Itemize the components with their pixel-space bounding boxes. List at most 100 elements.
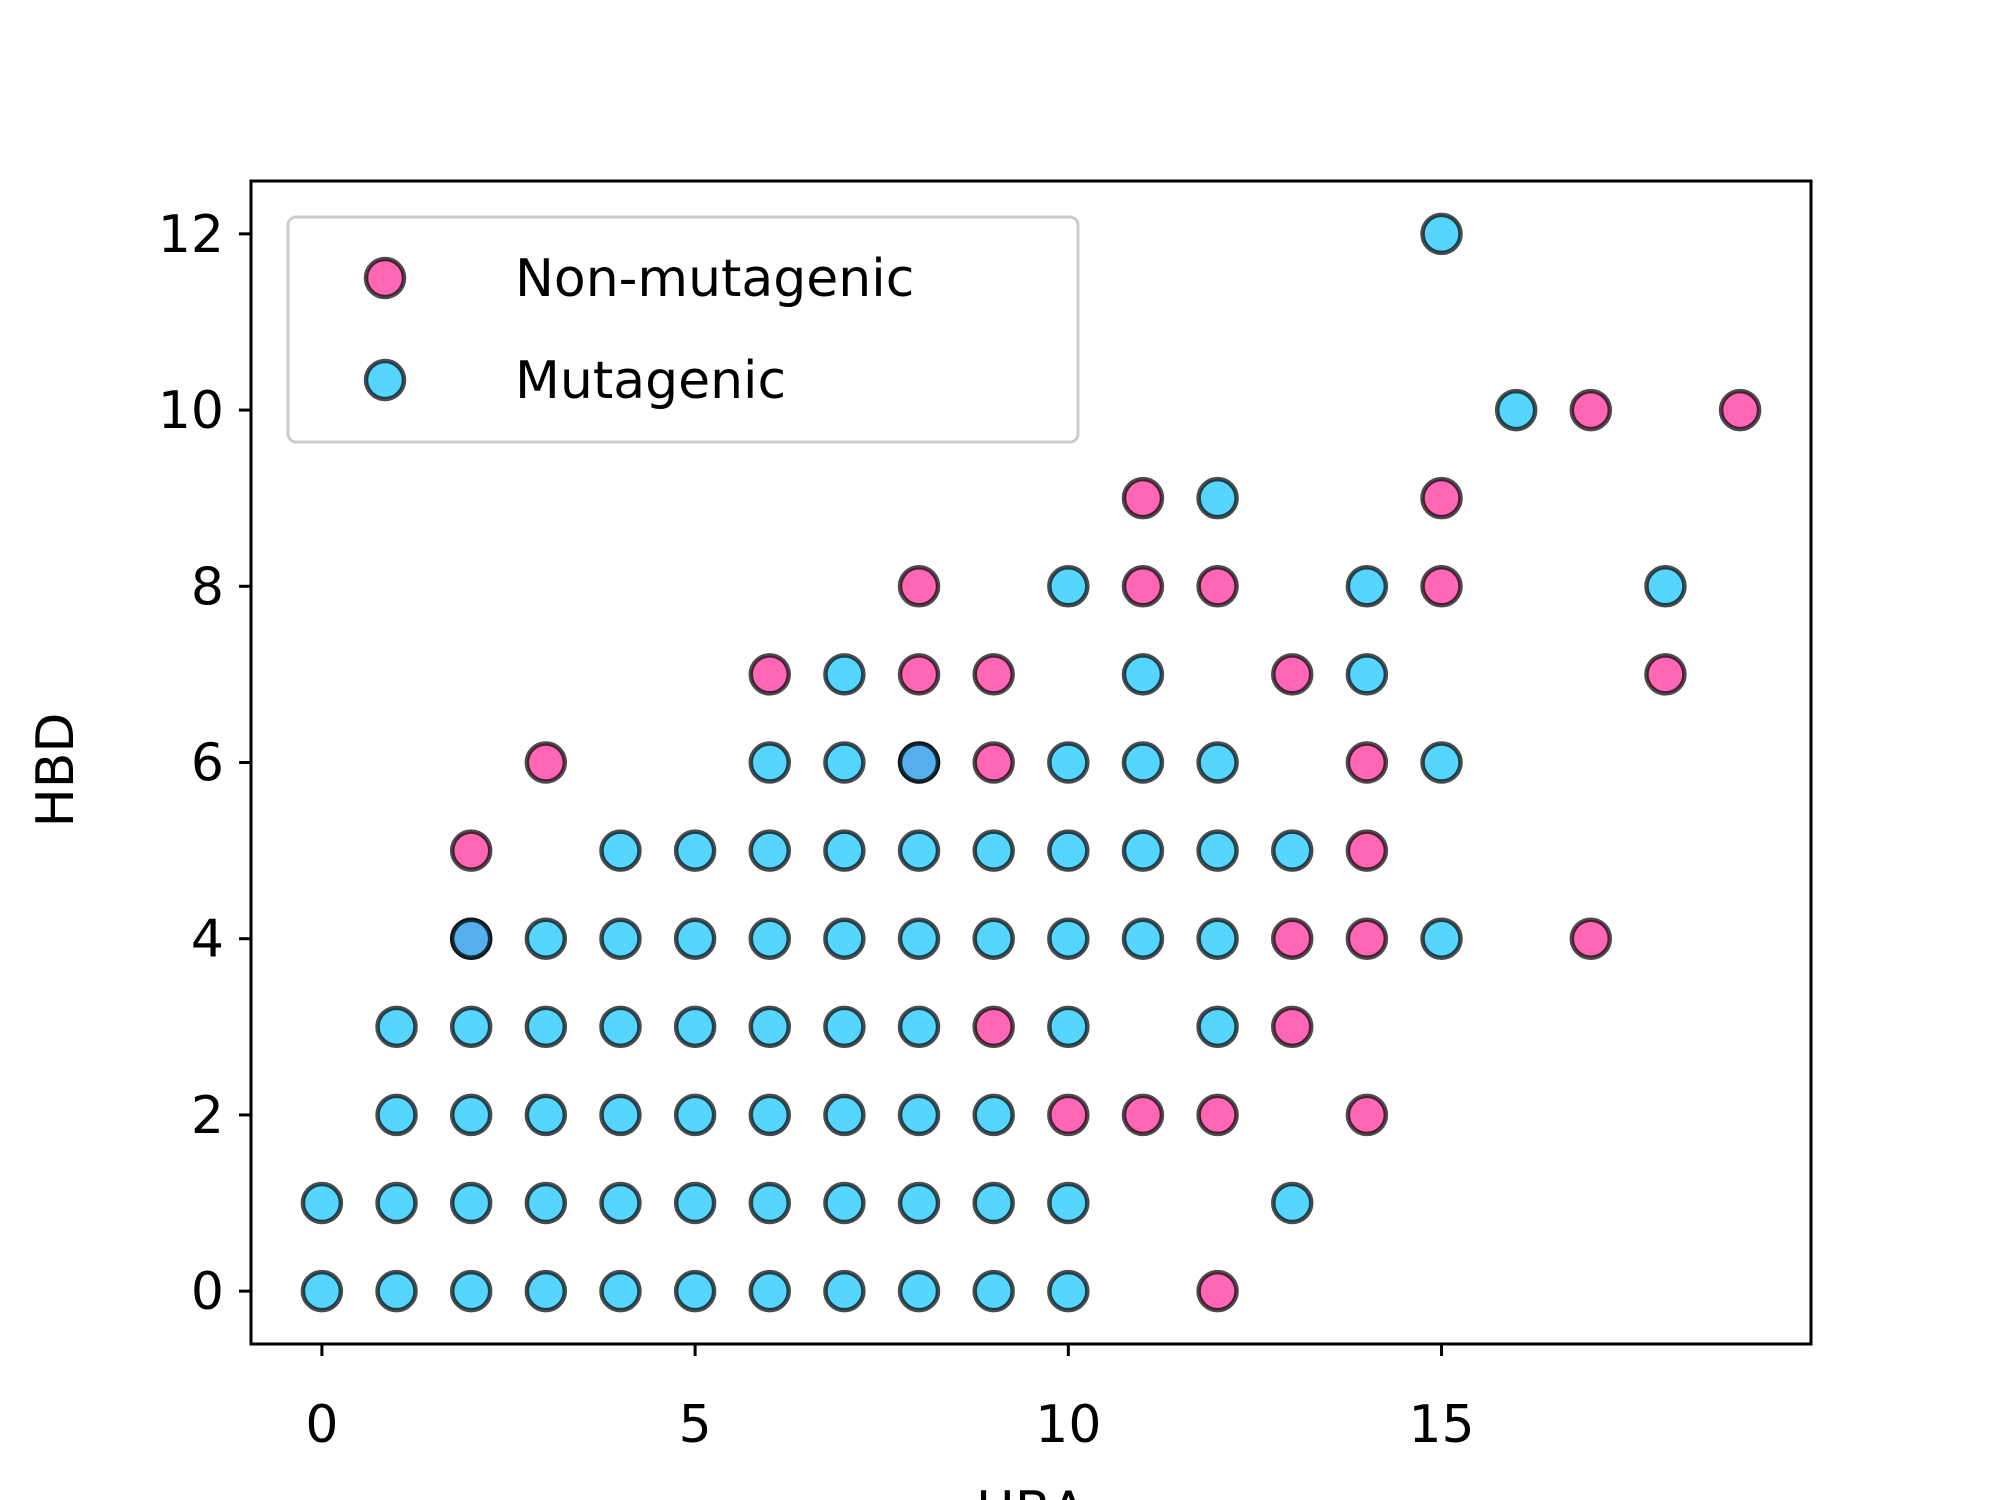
- point-mutagenic-8: [449, 1093, 493, 1137]
- point-mutagenic-44: [897, 1181, 941, 1225]
- point-mutagenic-58: [1047, 917, 1090, 960]
- point-non-mutagenic-1: [449, 829, 493, 872]
- point-mutagenic-68: [1196, 829, 1239, 872]
- point-mutagenic-30: [748, 1093, 792, 1137]
- point-non-mutagenic-3: [748, 653, 792, 696]
- point-mutagenic-25: [673, 1005, 717, 1049]
- point-mutagenic-36: [823, 1181, 866, 1225]
- y-tick-label: 4: [191, 910, 224, 970]
- point-non-mutagenic-27: [1569, 917, 1613, 960]
- point-non-mutagenic-13: [1121, 1093, 1165, 1137]
- point-mutagenic-62: [1121, 917, 1165, 960]
- point-mutagenic-19: [599, 1005, 642, 1049]
- point-mutagenic-76: [1420, 741, 1463, 784]
- point-non-mutagenic-29: [1718, 388, 1762, 432]
- point-mutagenic-0: [300, 1269, 344, 1313]
- point-mutagenic-18: [599, 1093, 642, 1137]
- point-mutagenic-73: [1345, 653, 1389, 696]
- y-axis-ticks: 0 2 4 6 8 10 12: [158, 205, 251, 1322]
- point-mutagenic-50: [972, 1269, 1015, 1313]
- point-mutagenic-63: [1121, 829, 1165, 872]
- point-mutagenic-42: [823, 653, 866, 696]
- x-tick-label: 5: [679, 1395, 712, 1455]
- point-mutagenic-37: [823, 1093, 866, 1137]
- point-mutagenic-77: [1420, 212, 1463, 256]
- point-non-mutagenic-26: [1569, 388, 1613, 432]
- point-mutagenic-40: [823, 829, 866, 872]
- y-tick-label: 8: [191, 557, 224, 617]
- point-mutagenic-3: [375, 1181, 418, 1225]
- point-mutagenic-55: [1047, 1269, 1090, 1313]
- point-mutagenic-7: [449, 1181, 493, 1225]
- point-mutagenic-13: [524, 1093, 568, 1137]
- x-tick-label: 15: [1408, 1395, 1474, 1455]
- point-non-mutagenic-8: [972, 741, 1015, 784]
- x-tick-label: 10: [1035, 1395, 1101, 1455]
- point-mutagenic-75: [1420, 917, 1463, 960]
- point-mutagenic-17: [599, 1181, 642, 1225]
- point-mutagenic-24: [673, 1093, 717, 1137]
- y-axis-label: HBD: [26, 713, 86, 828]
- point-mutagenic-46: [897, 1005, 941, 1049]
- point-mutagenic-78: [1494, 388, 1538, 432]
- point-mutagenic-51: [972, 1181, 1015, 1225]
- point-mutagenic-45: [897, 1093, 941, 1137]
- x-tick-label: 0: [305, 1395, 338, 1455]
- point-non-mutagenic-28: [1644, 653, 1687, 696]
- point-non-mutagenic-4: [897, 653, 941, 696]
- point-mutagenic-41: [823, 741, 866, 784]
- point-non-mutagenic-12: [1121, 565, 1165, 608]
- point-mutagenic-29: [748, 1181, 792, 1225]
- point-mutagenic-69: [1196, 741, 1239, 784]
- point-mutagenic-14: [524, 1005, 568, 1049]
- point-mutagenic-23: [673, 1181, 717, 1225]
- point-mutagenic-67: [1196, 917, 1239, 960]
- point-non-mutagenic-16: [1196, 1269, 1239, 1313]
- point-non-mutagenic-21: [1345, 829, 1389, 872]
- point-mutagenic-43: [897, 1269, 941, 1313]
- point-non-mutagenic-15: [1196, 1093, 1239, 1137]
- x-axis-label: HBA: [976, 1481, 1087, 1500]
- point-mutagenic-22: [673, 1269, 717, 1313]
- point-mutagenic-56: [1047, 1181, 1090, 1225]
- y-tick-label: 2: [191, 1086, 224, 1146]
- point-mutagenic-65: [1121, 653, 1165, 696]
- point-non-mutagenic-9: [972, 1005, 1015, 1049]
- point-non-mutagenic-20: [1345, 741, 1389, 784]
- point-non-mutagenic-25: [1420, 565, 1463, 608]
- point-mutagenic-71: [1270, 1181, 1314, 1225]
- point-mutagenic-64: [1121, 741, 1165, 784]
- point-mutagenic-49: [897, 741, 941, 784]
- y-tick-label: 6: [191, 734, 224, 794]
- point-mutagenic-28: [748, 1269, 792, 1313]
- point-non-mutagenic-7: [972, 653, 1015, 696]
- point-mutagenic-33: [748, 829, 792, 872]
- point-non-mutagenic-2: [524, 741, 568, 784]
- point-non-mutagenic-24: [1420, 476, 1463, 520]
- point-non-mutagenic-19: [1270, 1005, 1314, 1049]
- point-mutagenic-9: [449, 1005, 493, 1049]
- data-points: [300, 212, 1762, 1313]
- point-mutagenic-35: [823, 1269, 866, 1313]
- point-mutagenic-27: [673, 829, 717, 872]
- point-mutagenic-10: [449, 917, 493, 960]
- point-non-mutagenic-18: [1270, 917, 1314, 960]
- point-mutagenic-34: [748, 741, 792, 784]
- point-mutagenic-57: [1047, 1005, 1090, 1049]
- point-mutagenic-72: [1270, 829, 1314, 872]
- point-mutagenic-16: [599, 1269, 642, 1313]
- point-mutagenic-52: [972, 1093, 1015, 1137]
- point-mutagenic-54: [972, 829, 1015, 872]
- point-mutagenic-59: [1047, 829, 1090, 872]
- point-mutagenic-21: [599, 829, 642, 872]
- point-mutagenic-60: [1047, 741, 1090, 784]
- y-tick-label: 10: [158, 381, 224, 441]
- legend-marker-non-mutagenic: [363, 256, 407, 300]
- legend-label-mutagenic: Mutagenic: [515, 351, 786, 411]
- point-mutagenic-70: [1196, 476, 1239, 520]
- point-mutagenic-5: [375, 1005, 418, 1049]
- point-mutagenic-11: [524, 1269, 568, 1313]
- point-non-mutagenic-14: [1196, 565, 1239, 608]
- point-non-mutagenic-23: [1345, 1093, 1389, 1137]
